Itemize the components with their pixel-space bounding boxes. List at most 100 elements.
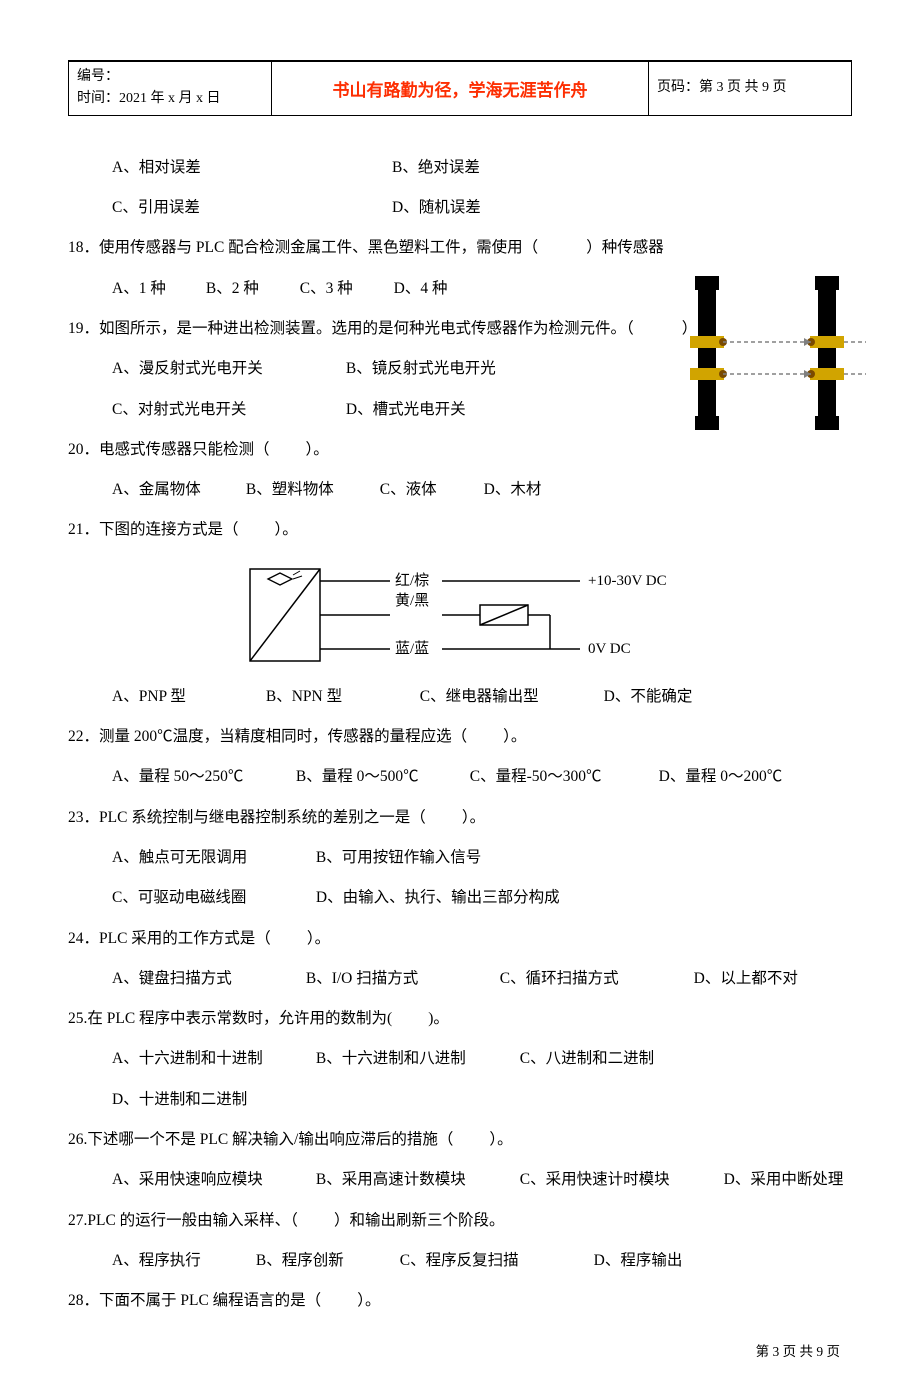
- q27-d: D、程序输出: [594, 1241, 683, 1281]
- q20-tail: ）。: [306, 441, 329, 458]
- q26-c: C、采用快速计时模块: [520, 1160, 720, 1200]
- footer: 第 3 页 共 9 页: [68, 1340, 852, 1360]
- wire-bot-label: 蓝/蓝: [395, 640, 429, 657]
- q23-tail: ）。: [462, 809, 485, 826]
- q20-b: B、塑料物体: [246, 470, 376, 510]
- q18-stem-line: 18．使用传感器与 PLC 配合检测金属工件、黑色塑料工件，需使用（ ）种传感器: [68, 228, 852, 268]
- q23-row1: A、触点可无限调用 B、可用按钮作输入信号: [68, 838, 852, 878]
- q18-tail: ）种传感器: [586, 239, 664, 256]
- q18-stem: 18．使用传感器与 PLC 配合检测金属工件、黑色塑料工件，需使用（: [68, 239, 538, 256]
- q25-stem-line: 25.在 PLC 程序中表示常数时，允许用的数制为()。: [68, 999, 852, 1039]
- q23-row2: C、可驱动电磁线圈 D、由输入、执行、输出三部分构成: [68, 878, 852, 918]
- q24-stem-line: 24．PLC 采用的工作方式是（ ）。: [68, 919, 852, 959]
- q26-tail: ）。: [489, 1131, 512, 1148]
- q21-b: B、NPN 型: [266, 677, 416, 717]
- q27-a: A、程序执行: [112, 1241, 252, 1281]
- q26-stem: 26.下述哪一个不是 PLC 解决输入/输出响应滞后的措施（: [68, 1131, 453, 1148]
- q22-a: A、量程 50～250℃: [112, 757, 292, 797]
- q23-b: B、可用按钮作输入信号: [316, 838, 481, 878]
- q18-c: C、3 种: [300, 269, 390, 309]
- q17-a: A、相对误差: [112, 148, 392, 188]
- header-meta-cell: 编号： 时间：2021 年 x 月 x 日: [69, 62, 272, 116]
- wire-mid-label: 黄/黑: [395, 592, 429, 609]
- page: 编号： 时间：2021 年 x 月 x 日 书山有路勤为径，学海无涯苦作舟 页码…: [0, 0, 920, 1400]
- q27-tail: ）和输出刷新三个阶段。: [334, 1212, 505, 1229]
- q22-opts: A、量程 50～250℃ B、量程 0～500℃ C、量程-50～300℃ D、…: [68, 757, 852, 797]
- page-info-cell: 页码：第 3 页 共 9 页: [649, 62, 852, 116]
- q28-tail: ）。: [357, 1292, 380, 1309]
- wiring-diagram: 红/棕 +10-30V DC 黄/黑 蓝/蓝 0V DC: [230, 561, 690, 671]
- q27-c: C、程序反复扫描: [400, 1241, 590, 1281]
- q21-tail: ）。: [275, 521, 298, 538]
- q20-stem-line: 20．电感式传感器只能检测（ ）。: [68, 430, 852, 470]
- q17-d: D、随机误差: [392, 188, 481, 228]
- q18-a: A、1 种: [112, 269, 202, 309]
- page-info: 页码：第 3 页 共 9 页: [657, 80, 787, 95]
- q17-b: B、绝对误差: [392, 148, 480, 188]
- wire-vhi: +10-30V DC: [588, 573, 667, 589]
- q22-stem-line: 22．测量 200℃温度，当精度相同时，传感器的量程应选（ ）。: [68, 717, 852, 757]
- q24-stem: 24．PLC 采用的工作方式是（: [68, 930, 271, 947]
- q26-b: B、采用高速计数模块: [316, 1160, 516, 1200]
- q27-stem-line: 27.PLC 的运行一般由输入采样、（ ）和输出刷新三个阶段。: [68, 1201, 852, 1241]
- q25-opts: A、十六进制和十进制 B、十六进制和八进制 C、八进制和二进制 D、十进制和二进…: [68, 1039, 852, 1120]
- q24-tail: ）。: [307, 930, 330, 947]
- aphorism: 书山有路勤为径，学海无涯苦作舟: [333, 81, 588, 100]
- q27-b: B、程序创新: [256, 1241, 396, 1281]
- q23-stem: 23．PLC 系统控制与继电器控制系统的差别之一是（: [68, 809, 426, 826]
- wire-vlo: 0V DC: [588, 641, 631, 657]
- q21-opts: A、PNP 型 B、NPN 型 C、继电器输出型 D、不能确定: [68, 677, 852, 717]
- q20-stem: 20．电感式传感器只能检测（: [68, 441, 270, 458]
- q24-c: C、循环扫描方式: [500, 959, 690, 999]
- q17-row1: A、相对误差 B、绝对误差: [68, 148, 852, 188]
- q19-stem: 19．如图所示，是一种进出检测装置。选用的是何种光电式传感器作为检测元件。（: [68, 320, 634, 337]
- q25-d: D、十进制和二进制: [112, 1080, 247, 1120]
- q21-d: D、不能确定: [604, 677, 693, 717]
- q22-tail: ）。: [503, 728, 526, 745]
- q26-a: A、采用快速响应模块: [112, 1160, 312, 1200]
- header-table: 编号： 时间：2021 年 x 月 x 日 书山有路勤为径，学海无涯苦作舟 页码…: [68, 61, 852, 116]
- q28-stem-line: 28．下面不属于 PLC 编程语言的是（ ）。: [68, 1281, 852, 1321]
- id-label: 编号：: [77, 66, 263, 88]
- q21-a: A、PNP 型: [112, 677, 262, 717]
- q23-d: D、由输入、执行、输出三部分构成: [316, 878, 560, 918]
- q25-b: B、十六进制和八进制: [316, 1039, 516, 1079]
- q20-c: C、液体: [380, 470, 480, 510]
- q20-d: D、木材: [484, 470, 542, 510]
- q21-stem-line: 21．下图的连接方式是（ ）。: [68, 510, 852, 550]
- q20-a: A、金属物体: [112, 470, 242, 510]
- q20-opts: A、金属物体 B、塑料物体 C、液体 D、木材: [68, 470, 852, 510]
- q22-c: C、量程-50～300℃: [470, 757, 655, 797]
- q26-opts: A、采用快速响应模块 B、采用高速计数模块 C、采用快速计时模块 D、采用中断处…: [68, 1160, 852, 1200]
- q22-stem: 22．测量 200℃温度，当精度相同时，传感器的量程应选（: [68, 728, 467, 745]
- q18-d: D、4 种: [394, 269, 448, 309]
- q23-stem-line: 23．PLC 系统控制与继电器控制系统的差别之一是（ ）。: [68, 798, 852, 838]
- q24-a: A、键盘扫描方式: [112, 959, 302, 999]
- q19-b: B、镜反射式光电开光: [346, 349, 496, 389]
- q25-stem: 25.在 PLC 程序中表示常数时，允许用的数制为(: [68, 1010, 392, 1027]
- q17-row2: C、引用误差 D、随机误差: [68, 188, 852, 228]
- q23-a: A、触点可无限调用: [112, 838, 312, 878]
- sensor-diagram: [660, 276, 870, 431]
- q27-stem: 27.PLC 的运行一般由输入采样、（: [68, 1212, 298, 1229]
- aphorism-cell: 书山有路勤为径，学海无涯苦作舟: [272, 62, 649, 116]
- q17-c: C、引用误差: [112, 188, 392, 228]
- q25-a: A、十六进制和十进制: [112, 1039, 312, 1079]
- wire-top-label: 红/棕: [395, 572, 429, 589]
- content: A、相对误差 B、绝对误差 C、引用误差 D、随机误差 18．使用传感器与 PL…: [68, 148, 852, 1322]
- q24-opts: A、键盘扫描方式 B、I/O 扫描方式 C、循环扫描方式 D、以上都不对: [68, 959, 852, 999]
- q27-opts: A、程序执行 B、程序创新 C、程序反复扫描 D、程序输出: [68, 1241, 852, 1281]
- q25-c: C、八进制和二进制: [520, 1039, 720, 1079]
- q26-d: D、采用中断处理: [724, 1160, 844, 1200]
- q26-stem-line: 26.下述哪一个不是 PLC 解决输入/输出响应滞后的措施（ ）。: [68, 1120, 852, 1160]
- q22-d: D、量程 0～200℃: [659, 757, 783, 797]
- time-label: 时间：2021 年 x 月 x 日: [77, 88, 263, 110]
- q22-b: B、量程 0～500℃: [296, 757, 466, 797]
- q19-c: C、对射式光电开关: [112, 390, 342, 430]
- q21-c: C、继电器输出型: [420, 677, 600, 717]
- q19-a: A、漫反射式光电开关: [112, 349, 342, 389]
- q24-b: B、I/O 扫描方式: [306, 959, 496, 999]
- q24-d: D、以上都不对: [694, 959, 798, 999]
- q21-stem: 21．下图的连接方式是（: [68, 521, 239, 538]
- q28-stem: 28．下面不属于 PLC 编程语言的是（: [68, 1292, 321, 1309]
